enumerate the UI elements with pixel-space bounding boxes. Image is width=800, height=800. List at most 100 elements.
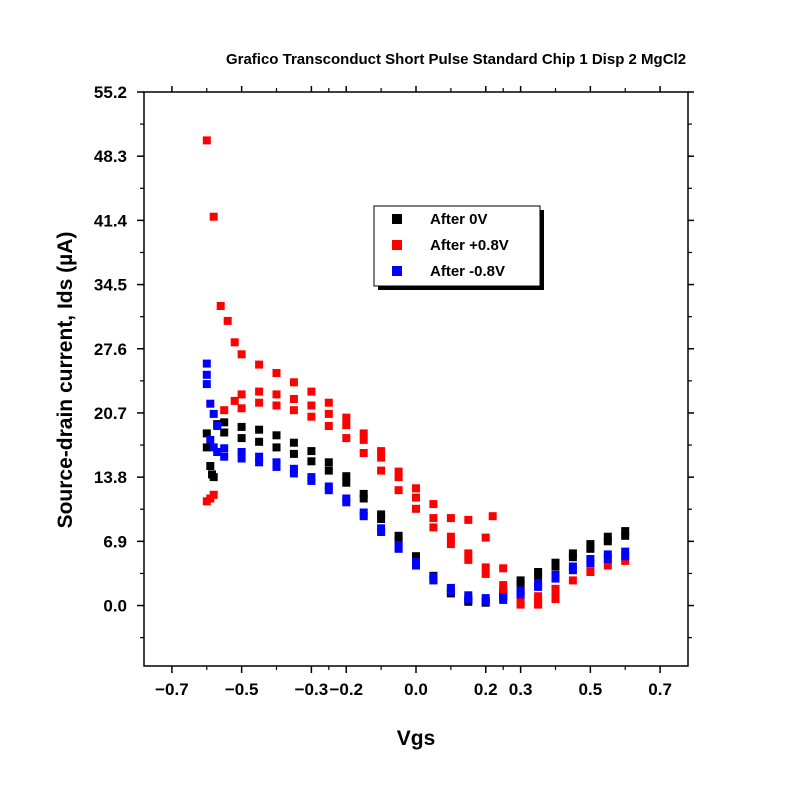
data-point-series-3	[534, 582, 543, 591]
data-point-series-2	[230, 338, 239, 347]
data-point-series-3	[206, 435, 215, 444]
data-point-series-2	[289, 406, 298, 415]
data-point-series-2	[359, 449, 368, 457]
data-point-series-1	[377, 510, 386, 519]
data-point-series-2	[377, 466, 386, 475]
data-point-series-2	[307, 412, 316, 421]
data-point-series-1	[586, 544, 595, 553]
data-point-series-3	[209, 409, 218, 418]
data-point-series-3	[213, 422, 222, 430]
data-point-series-3	[206, 399, 215, 408]
data-point-series-2	[464, 555, 473, 564]
x-tick-label: 0.3	[509, 680, 533, 699]
data-point-series-1	[377, 515, 386, 523]
data-point-series-3	[481, 596, 490, 605]
x-tick-label: 0.5	[579, 680, 603, 699]
data-point-series-1	[202, 429, 211, 438]
data-point-series-3	[621, 552, 630, 561]
data-point-series-1	[603, 537, 612, 546]
data-point-series-3	[586, 559, 595, 568]
data-point-series-1	[516, 580, 525, 589]
data-point-series-2	[394, 473, 403, 482]
data-point-series-1	[220, 428, 229, 437]
data-point-series-2	[551, 590, 560, 599]
data-point-series-2	[446, 514, 455, 523]
data-point-series-2	[237, 404, 246, 413]
data-point-series-2	[499, 586, 508, 595]
data-point-series-2	[534, 600, 543, 609]
legend-label: After -0.8V	[430, 263, 505, 280]
data-point-series-3	[213, 448, 222, 456]
data-point-series-2	[412, 504, 420, 513]
data-point-series-3	[289, 464, 298, 473]
y-tick-label: 13.8	[94, 468, 127, 487]
data-point-series-1	[255, 425, 264, 434]
data-point-series-3	[603, 550, 612, 559]
data-point-series-2	[534, 592, 543, 601]
data-point-series-3	[209, 443, 218, 452]
data-point-series-2	[255, 360, 264, 369]
data-point-series-2	[551, 584, 560, 593]
data-point-series-1	[289, 438, 298, 447]
data-point-series-1	[342, 478, 351, 487]
y-tick-label: 55.2	[94, 83, 127, 102]
x-tick-label: 0.0	[404, 680, 428, 699]
data-point-series-3	[342, 498, 351, 507]
data-point-series-2	[586, 568, 595, 576]
data-point-series-1	[621, 527, 630, 536]
data-point-series-2	[429, 514, 438, 523]
data-point-series-3	[272, 458, 281, 467]
data-point-series-3	[324, 486, 333, 495]
data-point-series-2	[551, 595, 560, 603]
legend-marker	[392, 214, 402, 224]
data-point-series-2	[481, 569, 490, 578]
data-point-series-3	[586, 555, 595, 563]
data-point-series-3	[237, 448, 246, 456]
data-point-series-2	[230, 396, 239, 405]
data-point-series-2	[394, 486, 403, 495]
data-point-series-2	[481, 563, 490, 572]
data-point-series-3	[603, 555, 612, 563]
data-point-series-2	[359, 429, 368, 438]
data-point-series-1	[551, 562, 560, 571]
data-point-series-2	[377, 447, 386, 456]
data-point-series-2	[499, 564, 508, 573]
data-point-series-2	[342, 434, 351, 443]
data-point-series-2	[359, 435, 368, 444]
data-point-series-2	[202, 136, 211, 145]
data-point-series-2	[209, 212, 218, 221]
data-point-series-2	[216, 302, 225, 310]
data-point-series-2	[412, 493, 420, 502]
data-point-series-2	[342, 421, 351, 430]
data-point-series-2	[237, 390, 246, 399]
data-point-series-1	[394, 531, 403, 540]
data-point-series-2	[307, 401, 316, 410]
data-point-series-2	[220, 406, 229, 415]
data-point-series-2	[481, 533, 490, 542]
data-point-series-1	[202, 443, 211, 452]
data-point-series-2	[324, 422, 333, 430]
data-point-series-3	[412, 561, 420, 570]
data-point-series-3	[568, 566, 577, 575]
data-point-series-1	[206, 462, 215, 470]
data-point-series-1	[307, 447, 316, 456]
data-point-series-3	[377, 528, 386, 536]
data-point-series-2	[255, 387, 264, 396]
data-point-series-2	[289, 378, 298, 387]
data-point-series-1	[289, 449, 298, 458]
data-point-series-2	[429, 523, 438, 532]
data-point-series-3	[272, 462, 281, 471]
data-point-series-1	[603, 532, 612, 541]
data-points	[202, 136, 630, 609]
data-point-series-2	[272, 401, 281, 410]
data-point-series-1	[621, 531, 630, 540]
legend-marker	[392, 266, 402, 276]
y-tick-label: 34.5	[94, 276, 127, 295]
data-point-series-2	[237, 350, 246, 359]
x-tick-label: −0.7	[155, 680, 189, 699]
data-point-series-3	[202, 380, 211, 389]
data-point-series-3	[220, 452, 229, 461]
data-point-series-3	[202, 370, 211, 379]
data-point-series-2	[324, 398, 333, 407]
